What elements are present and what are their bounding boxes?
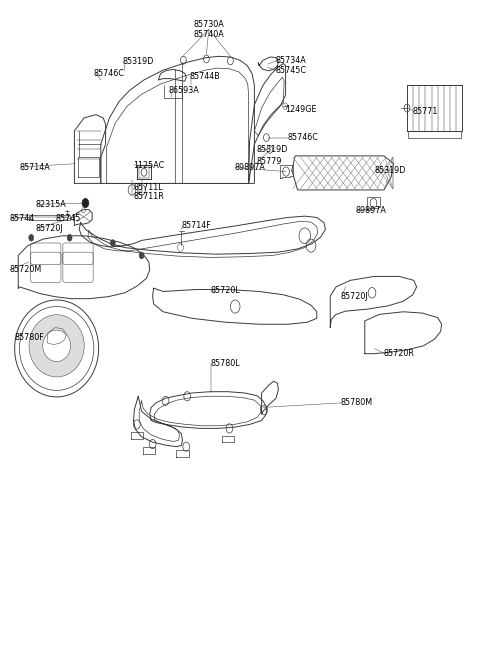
Text: 85771: 85771 (413, 107, 438, 116)
Text: 85714F: 85714F (181, 221, 211, 231)
Text: 85720J: 85720J (341, 291, 369, 301)
Circle shape (82, 198, 89, 208)
Text: 85780M: 85780M (341, 398, 373, 407)
Text: 85744: 85744 (10, 214, 35, 223)
Text: 85711R: 85711R (133, 192, 164, 201)
Text: 1249GE: 1249GE (286, 105, 317, 114)
Text: 1125AC: 1125AC (133, 160, 165, 170)
Circle shape (67, 234, 72, 241)
Text: 89897A: 89897A (355, 206, 386, 215)
Ellipse shape (29, 315, 84, 377)
Circle shape (110, 240, 115, 246)
Text: 82315A: 82315A (36, 200, 67, 209)
Text: 85720M: 85720M (10, 265, 42, 274)
Text: 85720L: 85720L (210, 286, 240, 295)
Text: 85746C: 85746C (287, 133, 318, 142)
Ellipse shape (43, 330, 71, 362)
Text: 85720R: 85720R (384, 349, 415, 358)
Text: 85714A: 85714A (19, 162, 50, 172)
Text: 85319D: 85319D (374, 166, 406, 175)
Circle shape (139, 252, 144, 259)
Text: 85746C: 85746C (94, 69, 124, 78)
Text: 85720J: 85720J (36, 224, 64, 233)
Text: 85730A: 85730A (193, 20, 224, 29)
Text: 89897A: 89897A (234, 163, 265, 172)
Text: 85779: 85779 (257, 157, 282, 166)
Text: 85745C: 85745C (276, 66, 307, 75)
Text: 85744B: 85744B (190, 72, 220, 81)
Text: 86593A: 86593A (169, 86, 200, 95)
Text: 85319D: 85319D (257, 145, 288, 155)
Text: 85745: 85745 (55, 214, 81, 223)
Text: 85780L: 85780L (210, 359, 240, 368)
Text: 85319D: 85319D (122, 57, 154, 66)
Text: 85734A: 85734A (276, 56, 307, 65)
Text: 85711L: 85711L (133, 183, 163, 192)
Text: 85740A: 85740A (193, 29, 224, 39)
Text: 85780F: 85780F (14, 333, 44, 342)
Circle shape (29, 234, 34, 241)
